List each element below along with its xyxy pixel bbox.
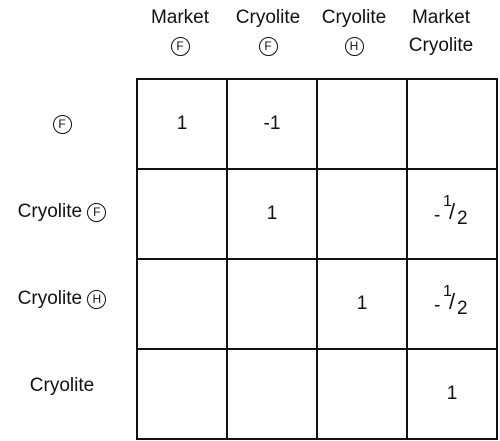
circled-h-icon: H: [87, 290, 107, 309]
fraction-slash: /: [449, 289, 456, 314]
column-header-market-cryolite: Market Cryolite: [391, 4, 491, 60]
row-header-label: Cryolite: [29, 375, 95, 396]
column-header-line1: Cryolite: [235, 7, 301, 28]
fraction-denominator: 2: [457, 208, 468, 229]
column-header-cryolite-f: Cryolite F: [218, 4, 318, 60]
fraction-sign: -: [434, 205, 441, 226]
column-header-line1: Cryolite: [321, 7, 387, 28]
matrix-cell: [316, 168, 408, 260]
circled-f-icon: F: [87, 203, 107, 222]
matrix-cell-fraction: - 1 / 2: [406, 168, 498, 260]
circled-f-icon: F: [52, 115, 72, 134]
row-header-cryolite-h: Cryolite H: [0, 287, 124, 311]
matrix-cell: [316, 348, 408, 440]
row-header-label: Cryolite: [17, 288, 83, 309]
matrix-cell: [136, 168, 228, 260]
fraction: - 1 / 2: [432, 191, 472, 231]
matrix-cell: 1: [406, 348, 498, 440]
matrix-row: 1: [136, 348, 498, 440]
circled-h-icon: H: [344, 37, 364, 56]
circled-f-icon: F: [170, 37, 190, 56]
matrix-cell-fraction: - 1 / 2: [406, 258, 498, 350]
matrix-cell: [406, 78, 498, 170]
matrix-cell: [316, 78, 408, 170]
column-header-line1: Market: [150, 7, 210, 28]
matrix-cell: -1: [226, 78, 318, 170]
matrix-cell: [226, 348, 318, 440]
fraction-numerator: 1: [443, 193, 452, 210]
row-header-cryolite: Cryolite: [0, 374, 124, 398]
matrix-cell: 1: [226, 168, 318, 260]
matrix-row: 1 - 1 / 2: [136, 168, 498, 260]
column-header-cryolite-h: Cryolite H: [304, 4, 404, 60]
matrix-cell: [136, 258, 228, 350]
column-header-line1: Market: [411, 7, 471, 28]
matrix-cell: [226, 258, 318, 350]
circled-f-icon: F: [258, 37, 278, 56]
matrix-cell: 1: [316, 258, 408, 350]
row-header-cryolite-f: Cryolite F: [0, 200, 124, 224]
fraction-denominator: 2: [457, 298, 468, 319]
matrix-cell: [136, 348, 228, 440]
matrix-cell: 1: [136, 78, 228, 170]
fraction-sign: -: [434, 295, 441, 316]
fraction: - 1 / 2: [432, 281, 472, 321]
matrix-row: 1 - 1 / 2: [136, 258, 498, 350]
row-header-label: Cryolite: [17, 201, 83, 222]
column-header-line2: Cryolite: [408, 35, 474, 56]
column-header-market-f: Market F: [130, 4, 230, 60]
matrix-row: 1 -1: [136, 78, 498, 170]
fraction-numerator: 1: [443, 283, 452, 300]
fraction-slash: /: [449, 199, 456, 224]
row-header-f: F: [0, 112, 124, 136]
matrix-grid: 1 -1 1 - 1 / 2 1 - 1 / 2: [136, 78, 498, 440]
